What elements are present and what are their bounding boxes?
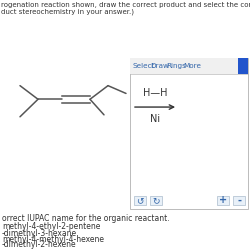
Bar [238,58,248,74]
Bar [130,58,248,209]
Text: Select: Select [133,63,155,69]
Bar [130,58,248,74]
Text: ↺: ↺ [136,196,144,205]
Text: Rings: Rings [166,63,186,69]
Text: -dimethyl-3-hexane: -dimethyl-3-hexane [2,229,77,238]
Text: +: + [219,196,227,205]
Bar [134,196,146,205]
Text: -dimethyl-2-hexene: -dimethyl-2-hexene [2,240,76,250]
Text: ↻: ↻ [152,196,160,205]
Bar [150,196,162,205]
Text: H—H: H—H [143,88,167,99]
Bar [217,196,229,205]
Text: Ni: Ni [150,114,160,124]
Text: -: - [237,196,241,205]
Text: orrect IUPAC name for the organic reactant.: orrect IUPAC name for the organic reacta… [2,214,170,223]
Text: methyl-4-methyl-4-hexene: methyl-4-methyl-4-hexene [2,234,104,244]
Text: methyl-4-ethyl-2-pentene: methyl-4-ethyl-2-pentene [2,222,100,231]
Bar [233,196,245,205]
Text: Draw: Draw [150,63,170,69]
Text: rogenation reaction shown, draw the correct product and select the correct IUPAC: rogenation reaction shown, draw the corr… [1,2,250,8]
Text: duct stereochemistry in your answer.): duct stereochemistry in your answer.) [1,9,134,15]
Text: More: More [183,63,201,69]
